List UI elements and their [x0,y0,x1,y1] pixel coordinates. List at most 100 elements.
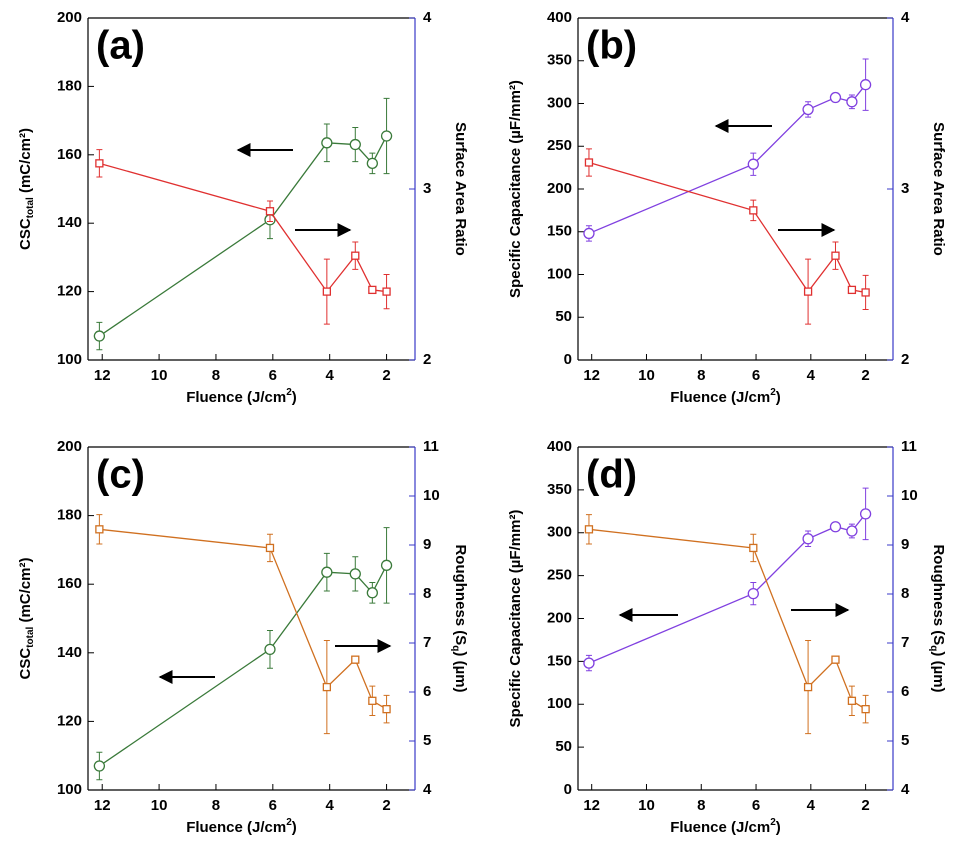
y-axis-label-part: (mC/cm²) [17,128,34,197]
marker [349,568,361,580]
x-axis-label: Fluence (J/cm2) [186,387,297,406]
marker [349,138,361,151]
y-tick-label: 160 [57,146,82,163]
x-axis-label-part: 2 [286,387,292,398]
marker [847,696,857,705]
y2-tick-label: 2 [901,351,909,368]
y-tick-label: 350 [547,481,572,498]
x-tick-label: 4 [326,797,335,814]
marker [847,285,857,295]
y-tick-label: 150 [547,652,572,669]
y2-tick-label: 7 [901,634,909,651]
marker [380,559,393,571]
x-axis-label-part: 2 [286,817,292,828]
marker [322,682,332,692]
marker [322,287,332,296]
marker [861,288,870,297]
marker [264,643,276,656]
y-axis-label-part: (mC/cm²) [17,558,34,627]
y2-tick-label: 11 [423,438,439,455]
marker [749,206,758,215]
y2-tick-label: 9 [901,536,909,553]
x-tick-label: 10 [151,797,168,814]
y2-axis-label-part: ) (µm) [452,651,469,692]
y2-tick-label: 4 [423,9,432,26]
marker [95,159,104,168]
y2-tick-label: 4 [901,781,910,798]
marker [803,287,813,296]
y2-tick-label: 6 [901,683,909,700]
panel-label: (b) [586,24,637,68]
marker [368,696,377,705]
marker [368,285,377,295]
marker [93,330,106,342]
y2-tick-label: 2 [423,351,431,368]
y-tick-label: 0 [564,351,572,368]
x-axis-label-part: ) [776,389,781,406]
marker [747,158,759,170]
series-line [588,161,866,294]
y2-axis-label: Roughness (Sq) (µm) [928,544,947,692]
x-tick-label: 12 [583,367,600,384]
y2-tick-label: 5 [423,732,431,749]
y-tick-label: 400 [547,438,572,455]
y-tick-label: 50 [555,738,572,755]
y-tick-label: 100 [547,695,572,712]
y-tick-label: 100 [57,351,82,368]
y2-tick-label: 4 [901,9,910,26]
x-axis-label: Fluence (J/cm2) [186,817,297,836]
y2-tick-label: 8 [423,585,431,602]
y-axis-label: CSCtotal (mC/cm²) [17,128,36,250]
x-tick-label: 4 [807,367,816,384]
y-tick-label: 150 [547,223,572,240]
y-tick-label: 0 [564,781,572,798]
marker [584,525,594,534]
marker [749,543,758,553]
marker [846,525,858,537]
x-tick-label: 12 [94,367,111,384]
chart-panel: 12 10 8 6 4 2 100 120 140 160 180 200 2 3 4 (a) Fluence … [17,9,469,406]
y2-axis-label-part: q [450,645,461,651]
y-tick-label: 200 [57,438,82,455]
x-axis-label: Fluence (J/cm2) [670,387,781,406]
y-tick-label: 300 [547,94,572,111]
y-tick-label: 300 [547,524,572,541]
marker [747,587,759,600]
y-axis-label-part: Specific Capacitance (µF/mm²) [507,510,524,728]
x-axis-label-part: Fluence (J/cm [670,389,770,406]
series-line [99,135,388,337]
y-tick-label: 400 [547,9,572,26]
marker [351,655,360,664]
y-tick-label: 250 [547,137,572,154]
x-tick-label: 2 [861,367,869,384]
x-tick-label: 8 [697,367,705,384]
y2-tick-label: 10 [423,487,440,504]
y2-axis-label: Surface Area Ratio [452,122,469,256]
marker [583,657,595,669]
x-tick-label: 6 [752,797,760,814]
marker [846,96,858,108]
x-tick-label: 2 [382,367,390,384]
y-tick-label: 120 [57,283,82,300]
marker [859,79,872,91]
marker [829,521,842,533]
y-tick-label: 120 [57,712,82,729]
y2-tick-label: 6 [423,683,431,700]
x-tick-label: 2 [382,797,390,814]
y-tick-label: 100 [547,265,572,282]
panel-label: (c) [96,453,145,497]
chart-panel: 12 10 8 6 4 2 0 50 100 150 200 250 300 350 400 4 5 6 7 8 9 10… [507,438,947,836]
x-axis-label-part: Fluence (J/cm [186,389,286,406]
y2-tick-label: 8 [901,585,909,602]
panel-label: (d) [586,453,637,497]
y-axis-label-part: CSC [17,218,34,250]
x-axis-label-part: Fluence (J/cm [186,819,286,836]
marker [351,251,360,260]
y-axis-label: Specific Capacitance (µF/mm²) [507,80,524,298]
marker [265,207,275,216]
marker [380,130,393,142]
series-line [99,565,388,767]
y-tick-label: 140 [57,644,82,661]
y-axis-label-part: CSC [17,648,34,680]
marker [382,287,391,296]
